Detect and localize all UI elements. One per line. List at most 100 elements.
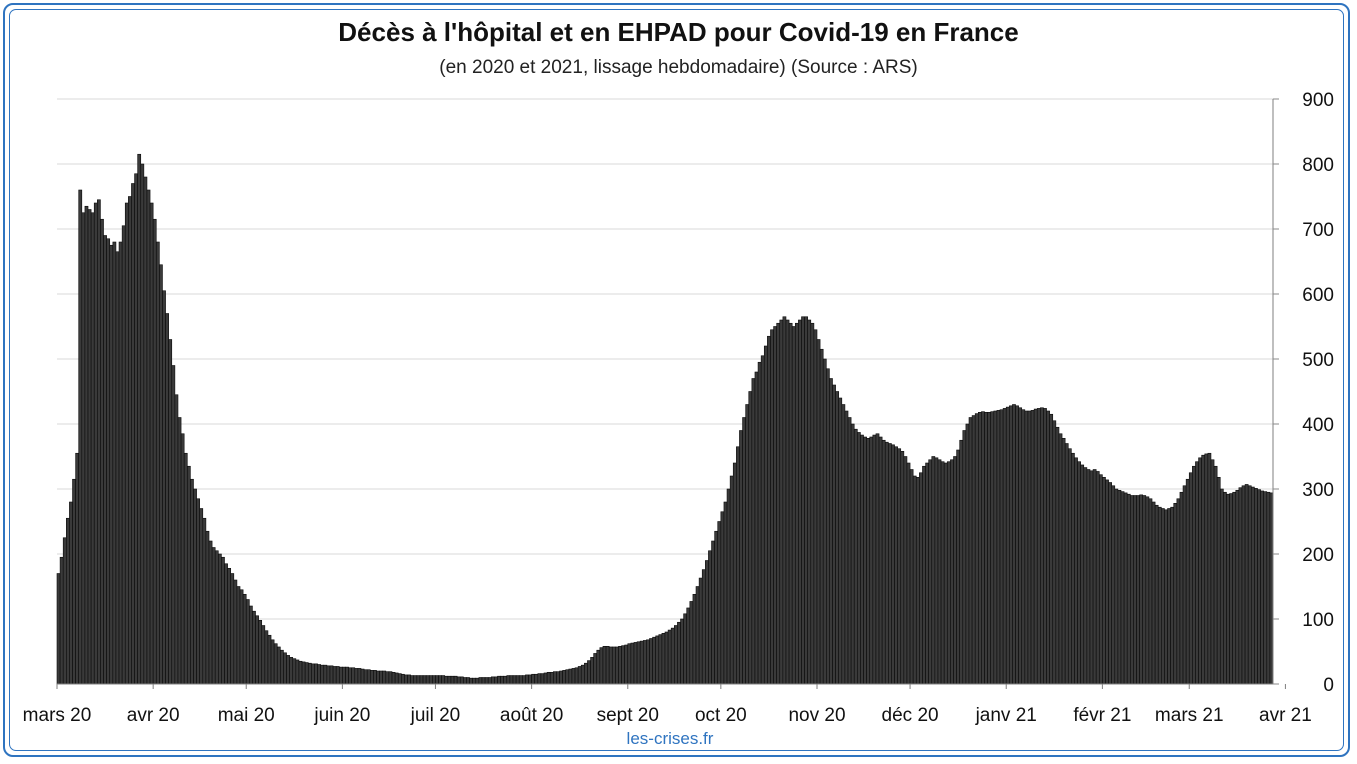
bar-day-272 <box>897 448 902 685</box>
bar-day-221 <box>739 430 743 685</box>
bar-day-209 <box>701 569 706 685</box>
bar-day-109 <box>391 671 396 685</box>
bar-day-76 <box>289 657 294 685</box>
bar-day-326 <box>1064 443 1069 685</box>
bar-day-72 <box>276 646 281 685</box>
bar-day-379 <box>1229 493 1233 685</box>
bar-day-56 <box>227 567 232 685</box>
bar-day-82 <box>307 662 312 685</box>
bar-day-329 <box>1074 457 1078 685</box>
bar-day-124 <box>438 675 442 685</box>
bar-day-371 <box>1204 453 1209 685</box>
bar-day-180 <box>611 646 616 685</box>
bar-day-241 <box>801 316 805 685</box>
x-tick-label-5: juil 20 <box>410 705 461 726</box>
bar-day-320 <box>1046 410 1050 685</box>
bar-day-53 <box>218 553 222 685</box>
bar-day-293 <box>962 430 967 685</box>
bar-day-254 <box>841 404 846 685</box>
bar-day-48 <box>202 517 207 685</box>
bar-day-365 <box>1185 478 1190 685</box>
bar-day-283 <box>931 456 936 685</box>
bar-day-308 <box>1009 405 1013 685</box>
bar-day-363 <box>1179 491 1184 685</box>
bar-day-220 <box>736 446 740 685</box>
bar-day-176 <box>599 647 604 685</box>
bar-day-40 <box>177 417 182 685</box>
bar-day-107 <box>385 671 390 685</box>
bar-day-292 <box>959 439 964 685</box>
bar-day-28 <box>140 163 145 685</box>
bar-day-187 <box>633 642 638 685</box>
bar-day-342 <box>1114 488 1119 685</box>
bar-day-9 <box>81 212 86 685</box>
bar-day-214 <box>717 521 722 685</box>
bar-day-158 <box>543 672 548 685</box>
bar-day-97 <box>354 668 359 685</box>
bar-day-3 <box>62 537 67 685</box>
bar-day-346 <box>1126 493 1131 685</box>
bar-day-81 <box>304 662 309 685</box>
bar-day-191 <box>646 639 650 685</box>
bar-day-339 <box>1105 479 1109 685</box>
bar-day-148 <box>512 675 517 685</box>
bar-day-12 <box>90 212 95 685</box>
bar-day-7 <box>75 452 80 685</box>
x-tick-label-4: juin 20 <box>313 705 370 726</box>
bar-day-110 <box>394 672 399 685</box>
y-tick-label-200: 200 <box>1302 545 1334 566</box>
bar-day-245 <box>813 329 818 685</box>
bar-day-17 <box>106 238 111 685</box>
bar-day-19 <box>112 241 117 685</box>
bar-day-175 <box>596 649 601 685</box>
bar-day-381 <box>1235 489 1240 685</box>
bar-day-152 <box>525 674 529 685</box>
bar-day-258 <box>853 428 858 685</box>
bar-day-216 <box>723 501 728 685</box>
bar-day-35 <box>162 290 166 685</box>
bar-day-361 <box>1173 502 1178 685</box>
bar-day-336 <box>1095 471 1100 685</box>
bar-day-68 <box>264 630 269 685</box>
bar-day-80 <box>301 661 306 685</box>
bar-day-289 <box>950 459 954 685</box>
bar-day-236 <box>785 319 790 685</box>
bar-day-301 <box>987 411 992 685</box>
bar-day-78 <box>295 659 300 685</box>
bar-day-119 <box>422 675 427 685</box>
x-tick-label-12: févr 21 <box>1073 705 1131 726</box>
bar-series <box>56 153 1274 685</box>
bar-day-169 <box>577 666 582 685</box>
bar-day-328 <box>1071 452 1075 685</box>
bar-day-144 <box>500 675 504 685</box>
bar-day-300 <box>984 411 988 685</box>
bar-day-116 <box>413 675 418 685</box>
bar-day-360 <box>1170 506 1175 685</box>
bar-day-54 <box>221 556 225 685</box>
bar-day-11 <box>87 209 92 685</box>
bar-day-240 <box>798 319 802 685</box>
bar-day-43 <box>186 465 191 685</box>
bar-day-338 <box>1102 476 1106 685</box>
axes <box>57 99 1274 685</box>
bar-day-354 <box>1151 501 1156 685</box>
bar-day-305 <box>999 409 1004 685</box>
bar-day-174 <box>593 653 598 685</box>
bar-day-247 <box>819 348 824 685</box>
bar-day-351 <box>1142 495 1147 685</box>
bar-day-2 <box>59 556 64 685</box>
bar-day-137 <box>478 677 483 685</box>
bar-day-120 <box>425 675 430 685</box>
bar-day-38 <box>171 365 176 685</box>
bar-day-250 <box>829 378 833 685</box>
bar-day-103 <box>373 670 377 685</box>
bar-day-196 <box>661 632 666 685</box>
bar-day-112 <box>401 673 405 685</box>
bar-day-27 <box>137 153 142 685</box>
bar-day-384 <box>1244 484 1249 685</box>
bar-day-358 <box>1164 509 1168 685</box>
bar-day-95 <box>348 667 352 685</box>
bar-day-321 <box>1049 413 1054 685</box>
bar-day-31 <box>149 202 154 685</box>
source-credit: les-crises.fr <box>626 729 714 748</box>
